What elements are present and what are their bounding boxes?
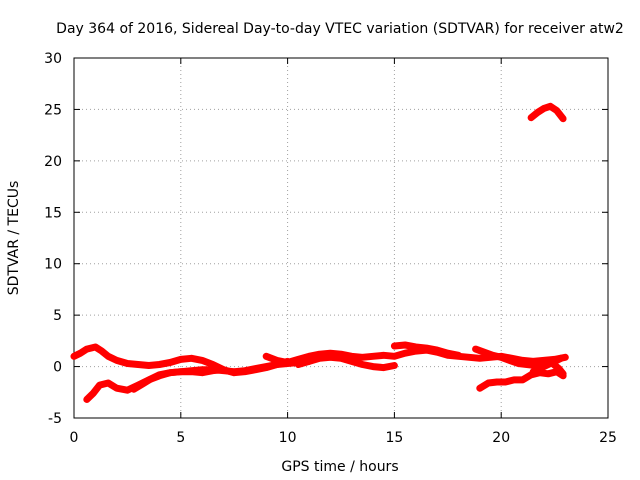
x-tick-label: 20	[492, 430, 510, 446]
y-tick-labels: -5 0 5 10 15 20 25 30	[44, 51, 62, 427]
y-tick-label: 0	[53, 360, 62, 376]
sat-trace-10	[527, 102, 567, 123]
y-tick-label: 25	[44, 102, 62, 118]
y-axis-label: SDTVAR / TECUs	[6, 181, 22, 296]
plot-frame	[73, 57, 609, 419]
x-tick-label: 0	[70, 430, 79, 446]
x-tick-label: 5	[176, 430, 185, 446]
y-tick-label: -5	[48, 411, 62, 427]
y-tick-label: 15	[44, 205, 62, 221]
y-tick-label: 30	[44, 51, 62, 67]
chart-title: Day 364 of 2016, Sidereal Day-to-day VTE…	[56, 21, 624, 37]
sat-trace-9	[529, 357, 567, 378]
axis-ticks	[73, 57, 609, 419]
y-tick-label: 10	[44, 257, 62, 273]
sat-trace-6	[390, 341, 462, 359]
y-tick-label: 5	[53, 308, 62, 324]
sat-trace-5	[294, 353, 398, 372]
x-tick-label: 10	[279, 430, 297, 446]
data-series	[70, 102, 569, 403]
x-tick-labels: 0 5 10 15 20 25	[70, 430, 617, 446]
x-tick-label: 15	[385, 430, 403, 446]
sat-trace-3	[130, 357, 313, 393]
x-axis-label: GPS time / hours	[281, 459, 398, 475]
x-tick-label: 25	[599, 430, 617, 446]
sat-trace-8	[476, 368, 567, 392]
y-tick-label: 20	[44, 154, 62, 170]
